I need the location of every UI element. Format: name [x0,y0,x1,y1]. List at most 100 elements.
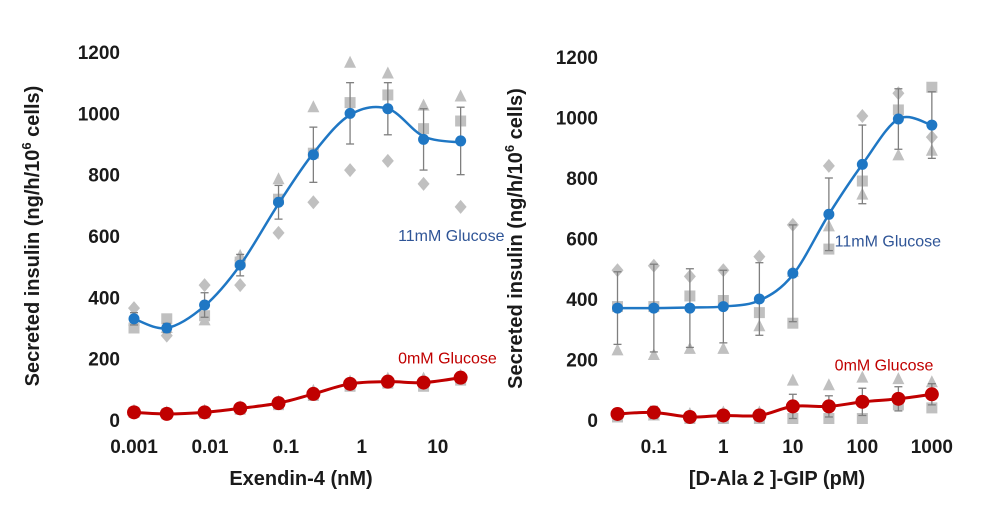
replicate-diamond [234,278,247,293]
mean-point [823,208,835,220]
replicate-diamond [454,199,467,214]
y-tick-label: 200 [88,350,120,371]
y-tick-label: 400 [566,290,598,311]
replicate-diamond [822,158,835,173]
y-tick-label: 1200 [556,48,598,69]
mean-point [233,401,248,416]
replicate-diamond [307,195,320,210]
series-label: 11mM Glucose [835,234,942,251]
y-tick-label: 800 [88,166,120,187]
fit-curve [132,105,462,330]
replicate-triangle [786,373,799,386]
mean-point [343,376,358,391]
mean-point [382,103,394,115]
x-axis-title: Exendin-4 (nM) [229,468,372,490]
replicate-triangle [198,313,211,326]
replicate-diamond [611,263,624,278]
mean-point [416,375,431,390]
series-label: 11mM Glucose [398,228,505,245]
mean-point [453,370,468,385]
series-label: 0mM Glucose [398,351,497,368]
mean-point [273,196,285,208]
mean-point [307,149,319,161]
mean-point [892,113,904,125]
mean-point [161,322,173,334]
chart-d-ala-gip: Secreted insulin (ng/h/106 cells) 0 200 400… [502,48,953,490]
replicate-triangle [647,347,660,360]
x-tick-label: 0.1 [273,437,300,458]
y-tick-label: 800 [566,169,598,190]
mean-point [891,391,906,406]
x-tick-label: 0.01 [191,437,228,458]
mean-point [682,409,697,424]
mean-point [197,405,212,420]
mean-point [787,267,799,279]
replicate-triangle [892,372,905,385]
y-tick-label: 1200 [78,43,120,64]
mean-point [856,158,868,170]
x-tick-label: 0.1 [641,437,668,458]
x-tick-label: 10 [427,437,448,458]
replicate-triangle [611,343,624,356]
y-tick-label: 0 [109,411,120,432]
replicate-square [128,322,140,334]
replicate-triangle [272,172,285,185]
replicate-diamond [272,225,285,240]
y-axis-title: Secreted insulin (ng/h/106 cells) [502,88,527,389]
x-tick-label: 1 [357,437,368,458]
mean-point [646,405,661,420]
mean-point [648,302,660,314]
replicate-square [926,402,938,414]
y-tick-label: 0 [587,411,598,432]
mean-point [234,259,246,271]
x-axis-title: [D-Ala 2 ]-GIP (pM) [689,468,865,490]
y-tick-label: 400 [88,288,120,309]
replicate-triangle [454,89,467,102]
y-tick-label: 1000 [556,109,598,130]
mean-point [306,386,321,401]
mean-point [785,399,800,414]
mean-point [610,406,625,421]
replicate-diamond [198,278,211,293]
x-tick-label: 0.001 [110,437,158,458]
mean-point [199,299,211,311]
mean-point [380,374,395,389]
mean-point [612,302,624,314]
replicate-square [161,313,173,325]
mean-point [455,135,467,147]
x-tick-label: 1000 [911,437,953,458]
chart-exendin-4: Secreted insulin (ng/h/106 cells) 0 200 400… [19,43,505,490]
replicate-diamond [344,163,357,178]
mean-point [716,408,731,423]
fit-curve [616,392,934,419]
replicate-triangle [417,98,430,111]
x-tick-label: 1 [718,437,729,458]
mean-point [344,107,356,119]
replicate-triangle [856,370,869,383]
replicate-triangle [307,100,320,113]
replicate-square [856,412,868,424]
mean-point [752,408,767,423]
replicate-triangle [892,148,905,161]
mean-point [926,119,938,131]
series-label: 0mM Glucose [835,358,934,375]
replicate-square [823,412,835,424]
fit-curve [616,115,934,310]
y-tick-label: 200 [566,351,598,372]
replicate-diamond [856,108,869,123]
mean-point [717,301,729,313]
mean-point [271,396,286,411]
mean-point [127,405,141,420]
y-axis-title: Secreted insulin (ng/h/106 cells) [19,86,44,387]
mean-point [821,399,836,414]
replicate-square [787,317,799,329]
fit-curve [132,376,463,416]
replicate-square [926,81,938,93]
replicate-triangle [717,341,730,354]
replicate-triangle [344,55,357,68]
mean-point [418,133,430,145]
mean-point [128,313,140,325]
replicate-diamond [381,153,394,168]
replicate-diamond [417,176,430,191]
